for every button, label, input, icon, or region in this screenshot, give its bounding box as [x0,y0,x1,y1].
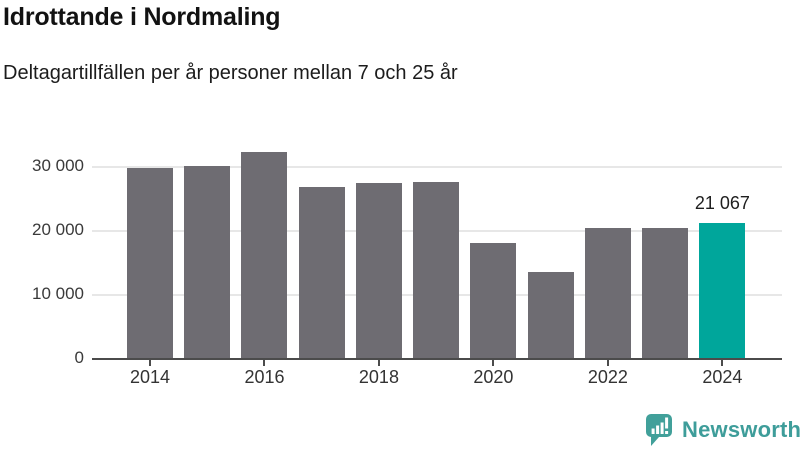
y-tick-label-10000: 10 000 [32,284,84,304]
x-tick-2024 [721,360,724,366]
bar-2024 [699,223,746,358]
x-tick-label-2022: 2022 [587,367,628,387]
newsworthy-bubble-chart-icon [646,414,672,446]
bar-2023 [642,228,689,358]
bar-2018 [355,182,402,358]
y-tick-label-0: 0 [74,348,84,367]
y-tick-label-30000: 30 000 [32,156,84,176]
x-tick-2016 [263,360,266,366]
x-tick-label-2020: 2020 [473,367,514,387]
bar-2019 [413,182,460,358]
bar-2014 [127,168,173,358]
x-tick-2020 [492,360,495,366]
x-tick-label-2018: 2018 [358,367,399,387]
x-tick-2018 [377,360,380,366]
x-tick-label-2024: 2024 [702,367,743,387]
bar-2017 [298,186,345,358]
bar-2020 [470,242,517,358]
newsworthy-logo-text: Newsworthy [682,417,800,442]
x-tick-2022 [606,360,609,366]
x-tick-label-2014: 2014 [129,367,171,387]
value-label-2024: 21 067 [694,193,750,214]
page-title: Idrottande i Nordmaling [3,3,281,31]
gridline-30000 [92,166,782,169]
x-tick-2014 [149,360,151,366]
bar-2015 [184,165,231,358]
bar-2021 [527,272,574,358]
y-tick-label-20000: 20 000 [32,220,84,240]
bar-2016 [241,151,288,358]
x-tick-label-2016: 2016 [244,367,285,387]
page-subtitle: Deltagartillfällen per år personer mella… [3,62,458,84]
newsworthy-logo: Newsworthy [645,413,800,447]
plot-area [92,140,782,360]
bar-2022 [584,228,631,358]
